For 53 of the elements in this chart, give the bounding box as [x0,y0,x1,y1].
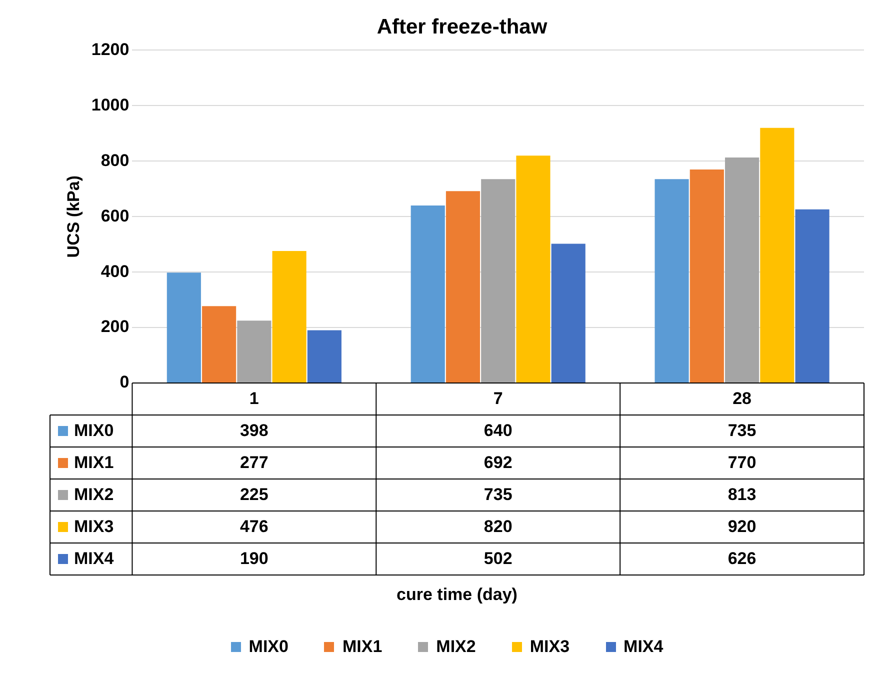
text: MIX1 [342,637,382,656]
legend-label: MIX4 [622,637,664,657]
y-tick-label: 600 [100,206,130,226]
text: MIX4 [74,549,114,568]
y-tick-label: 200 [100,317,130,336]
data-label: 813 [726,484,758,506]
bar [202,306,236,382]
data-label: 820 [482,516,514,538]
text: MIX3 [530,637,570,656]
x-tick-label: 1 [248,388,260,410]
data-label: 190 [238,548,270,570]
bar [166,272,201,382]
legend-label: MIX1 [73,452,115,474]
data-label: 920 [726,516,758,538]
data-label: 735 [482,484,514,506]
text: MIX0 [248,637,288,656]
data-label: 225 [238,484,270,506]
chart-title: After freeze-thaw [376,15,548,38]
bar [690,169,724,382]
y-tick-label: 1000 [91,95,130,114]
bar [654,179,689,382]
x-tick-label: 28 [732,388,752,410]
bar [237,320,272,382]
data-label: 502 [482,548,514,570]
text: MIX2 [436,637,476,656]
data-label: 735 [726,420,758,442]
legend-label: MIX0 [73,420,115,442]
bar [481,179,516,382]
data-label: 770 [726,452,758,474]
text: cure time (day) [396,584,518,606]
data-label: 626 [726,548,758,570]
data-label: 476 [238,516,270,538]
data-label: 640 [482,420,514,442]
y-tick-label: 400 [100,262,130,281]
bar [272,250,306,382]
y-tick-label: 0 [120,372,130,392]
data-label: 692 [482,452,514,474]
bar [446,191,480,382]
bar [551,244,586,382]
y-axis-title: UCS (kPa) [64,176,83,258]
legend-label: MIX3 [73,516,115,538]
legend-label: MIX2 [73,484,115,506]
y-tick-label: 800 [100,150,130,170]
bar [760,128,794,382]
bar [795,209,830,382]
x-tick-label: 7 [492,388,504,410]
bar [725,158,760,382]
bar [307,330,342,382]
data-label: 277 [238,452,270,474]
y-tick-label: 1200 [91,40,130,59]
data-label: 398 [238,420,270,442]
bar [516,156,550,382]
bar [410,206,445,382]
